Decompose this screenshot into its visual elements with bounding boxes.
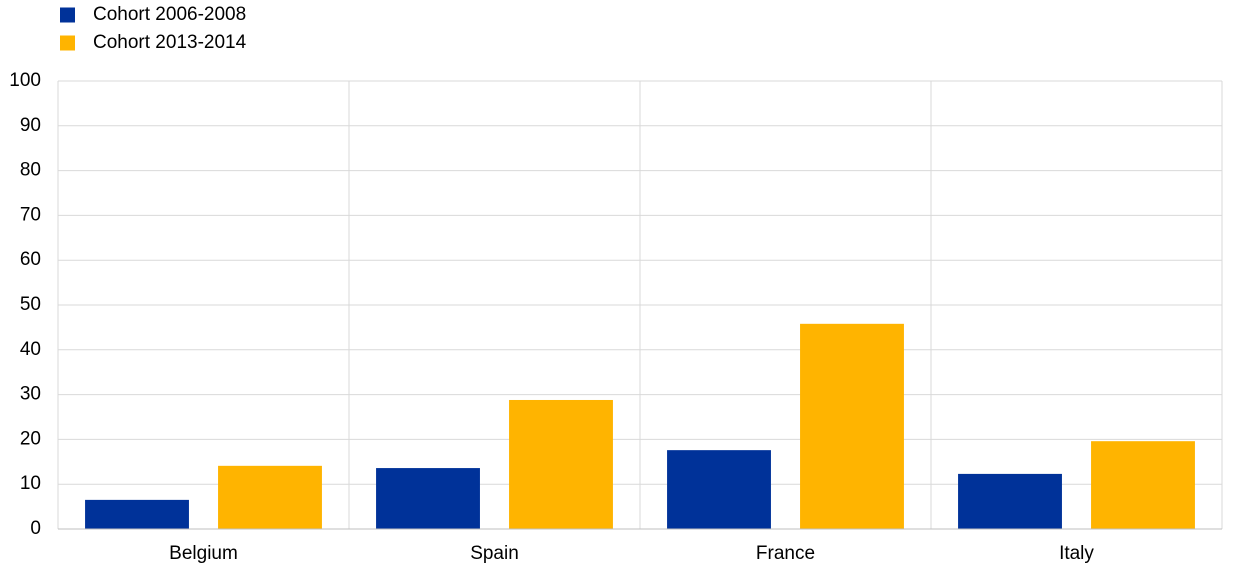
bar [800, 323, 904, 529]
y-tick-label: 30 [20, 384, 41, 405]
y-tick-label: 0 [30, 518, 41, 539]
legend-label: Cohort 2013-2014 [93, 32, 247, 53]
y-tick-label: 90 [20, 115, 41, 136]
bar [1091, 441, 1195, 529]
y-tick-label: 70 [20, 204, 41, 225]
y-tick-label: 80 [20, 160, 41, 181]
bar [376, 468, 480, 529]
bar [958, 473, 1062, 529]
bar [667, 450, 771, 529]
bar [509, 399, 613, 529]
x-tick-label: Italy [1059, 543, 1094, 564]
bar [85, 499, 189, 529]
legend-label: Cohort 2006-2008 [93, 4, 246, 25]
legend-swatch [60, 35, 75, 51]
legend-swatch [60, 7, 75, 23]
x-tick-label: Belgium [169, 543, 238, 564]
x-tick-label: France [756, 543, 815, 564]
x-tick-label: Spain [470, 543, 519, 564]
y-tick-label: 20 [20, 428, 41, 449]
y-tick-label: 50 [20, 294, 41, 315]
y-tick-label: 100 [9, 70, 41, 91]
bar [218, 465, 322, 529]
y-tick-label: 40 [20, 339, 41, 360]
y-tick-label: 10 [20, 473, 41, 494]
y-tick-label: 60 [20, 249, 41, 270]
